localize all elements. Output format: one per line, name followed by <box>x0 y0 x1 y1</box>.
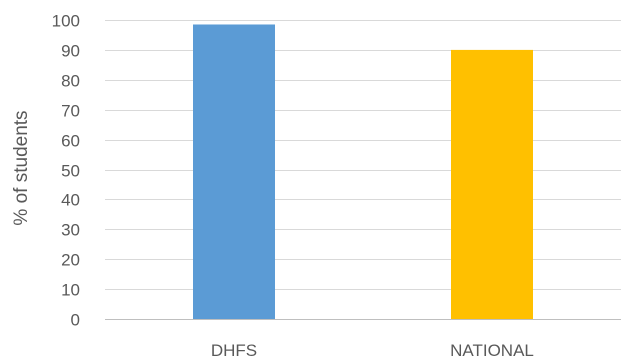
labels: 0 10 20 30 40 50 60 70 80 90 100 DHFS NATIONAL <box>52 12 534 361</box>
bars <box>193 24 533 320</box>
gridlines <box>105 20 621 290</box>
y-tick-label: 80 <box>61 72 80 91</box>
y-tick-label: 0 <box>71 311 80 330</box>
y-tick-label: 10 <box>61 281 80 300</box>
x-tick-label: DHFS <box>211 341 257 360</box>
y-tick-label: 70 <box>61 102 80 121</box>
y-tick-label: 40 <box>61 191 80 210</box>
y-tick-label: 60 <box>61 132 80 151</box>
x-tick-label: NATIONAL <box>450 341 534 360</box>
y-tick-label: 90 <box>61 42 80 61</box>
y-tick-label: 30 <box>61 221 80 240</box>
bar-dhfs <box>193 24 275 320</box>
y-tick-label: 20 <box>61 251 80 270</box>
bar-national <box>451 49 533 320</box>
y-tick-label: 50 <box>61 162 80 181</box>
y-tick-label: 100 <box>52 12 80 31</box>
y-axis-title: % of students <box>11 110 32 225</box>
